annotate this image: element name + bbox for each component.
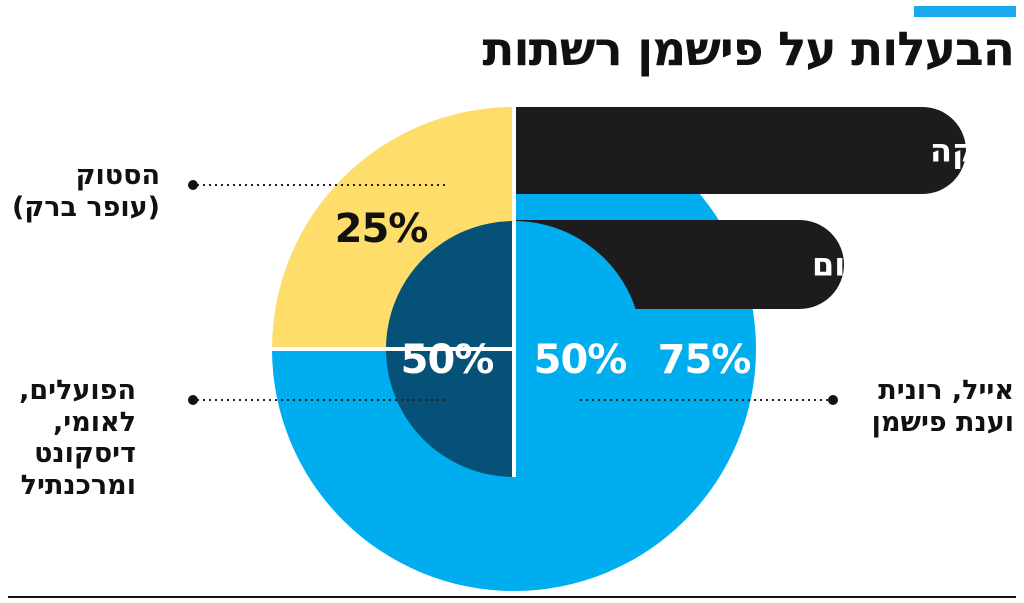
dividers [272, 107, 516, 477]
legend-banks-line-2: לאומי, [52, 406, 136, 438]
legend-fishman-line-1: אייל, רונית [878, 375, 1014, 406]
leader-fishman-dot [828, 395, 838, 405]
inner-ring [386, 221, 642, 477]
leader-lines [188, 180, 838, 405]
legend-banks-line-4: ומרכנתיל [20, 469, 136, 501]
legend-stock-line-2: (עופר ברק) [12, 191, 160, 223]
legend-banks-line-1: הפועלים, [19, 375, 136, 406]
pill-today-text: כיום [812, 246, 873, 284]
inner-slice-0 [514, 221, 642, 477]
value-label-outer-fishman: 75% [658, 337, 751, 383]
legend-stock: הסטוק (עופר ברק) [12, 160, 160, 223]
value-label-outer-stock: 25% [335, 206, 428, 252]
legend-fishman-line-2: וענת פישמן [871, 406, 1014, 438]
value-label-inner-fishman: 50% [534, 337, 627, 383]
value-label-inner-banks: 50% [401, 337, 494, 383]
chart-title: הבעלות על פישמן רשתות [482, 22, 1015, 77]
legend-banks: הפועלים, לאומי, דיסקונט ומרכנתיל [19, 375, 136, 501]
accent-bar [914, 6, 1016, 17]
pill-after-deal-text: אחרי העסקה [930, 132, 1024, 170]
legend-stock-line-1: הסטוק [75, 160, 160, 191]
legend-fishman: אייל, רונית וענת פישמן [872, 375, 1014, 438]
leader-banks-dot [188, 395, 198, 405]
legend-banks-line-3: דיסקונט [34, 438, 136, 470]
pill-after-deal-shape [514, 107, 966, 194]
leader-stock-dot [188, 180, 198, 190]
bottom-rule [8, 596, 1016, 598]
value-labels: 75% 25% 50% 50% [335, 206, 752, 383]
